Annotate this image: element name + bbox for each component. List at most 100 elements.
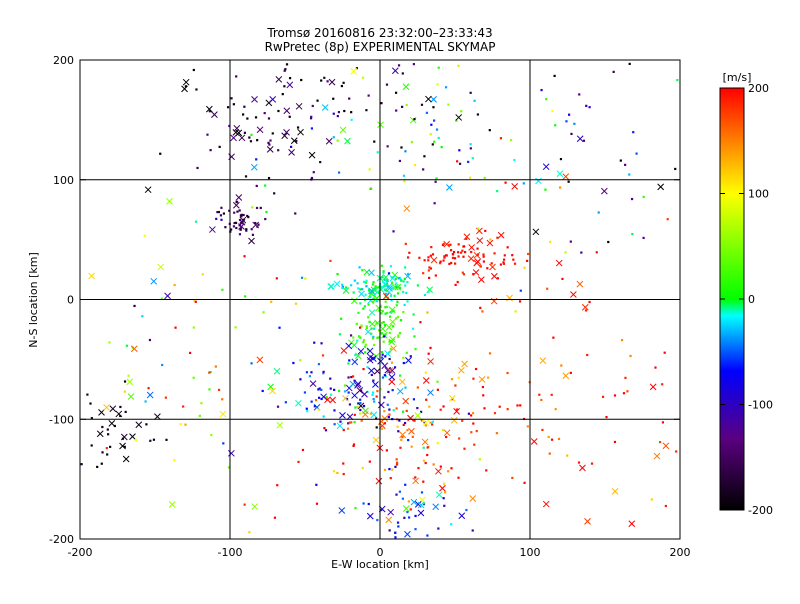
data-point-dot — [676, 78, 679, 82]
data-point-dot — [244, 295, 247, 298]
data-point-dot — [416, 386, 419, 389]
data-point-x-stroke — [570, 291, 577, 298]
data-point-x-stroke — [129, 433, 136, 441]
data-point-dot — [383, 324, 387, 327]
data-point-dot — [388, 351, 391, 354]
data-point-x-stroke — [290, 137, 298, 145]
data-point-dot — [410, 445, 413, 448]
data-point-dot — [255, 158, 258, 161]
data-point-dot — [352, 444, 355, 448]
data-point-dot — [392, 409, 395, 412]
data-point-x-stroke — [238, 223, 245, 230]
data-point-dot — [336, 471, 339, 475]
data-point-dot — [392, 325, 395, 328]
data-point-dot — [348, 97, 351, 100]
data-point-x-stroke — [653, 452, 661, 460]
data-point-x — [127, 393, 135, 400]
data-point-dot — [304, 277, 307, 280]
y-axis-title: N-S location [km] — [27, 252, 40, 348]
data-point-dot — [359, 302, 362, 305]
data-point-dot — [357, 311, 360, 314]
data-point-x — [584, 518, 591, 525]
colorbar-tick-label: -100 — [748, 399, 773, 412]
data-point-dot — [358, 326, 362, 329]
data-point-dot — [518, 300, 522, 303]
data-point-x-stroke — [399, 431, 406, 439]
data-point-dot — [329, 259, 332, 263]
data-point-x-stroke — [267, 383, 274, 391]
data-point-dot — [405, 351, 408, 354]
colorbar-tick-label: 0 — [748, 293, 755, 306]
data-point-dot — [437, 527, 440, 530]
data-point-dot — [372, 335, 375, 338]
data-point-x — [628, 520, 636, 528]
data-point-dot — [438, 262, 442, 265]
data-point-dot — [159, 152, 162, 155]
data-point-x — [389, 336, 396, 343]
data-point-dot — [425, 111, 428, 114]
data-point-dot — [481, 385, 485, 389]
data-point-dot — [664, 504, 667, 508]
y-tick-label: 0 — [67, 294, 74, 307]
data-point-dot — [382, 271, 385, 274]
data-point-dot — [449, 249, 453, 252]
data-point-dot — [569, 240, 572, 243]
data-point-x-stroke — [269, 95, 277, 103]
data-point-dot — [119, 405, 122, 409]
data-point-dot — [384, 278, 387, 282]
data-point-dot — [620, 339, 624, 342]
data-point-dot — [416, 407, 419, 410]
data-point-dot — [431, 143, 434, 146]
data-point-x — [422, 377, 430, 384]
data-point-x-stroke — [385, 516, 393, 524]
data-point-dot — [396, 292, 400, 295]
data-point-x — [399, 431, 406, 439]
data-point-x — [339, 412, 346, 419]
data-point-x — [414, 412, 422, 419]
data-point-dot — [397, 334, 400, 337]
data-point-x-stroke — [251, 96, 258, 103]
data-point-x — [384, 366, 392, 374]
data-point-x-stroke — [446, 184, 453, 191]
data-point-x-stroke — [530, 438, 538, 445]
data-point-x — [267, 383, 274, 391]
data-point-x — [372, 381, 379, 388]
data-point-x — [439, 484, 446, 492]
data-point-x — [408, 427, 415, 435]
data-point-dot — [354, 354, 357, 357]
data-point-dot — [219, 214, 223, 217]
data-point-dot — [405, 103, 408, 107]
data-point-dot — [243, 105, 246, 108]
data-point-x-stroke — [461, 360, 468, 368]
data-point-dot — [416, 284, 419, 287]
data-point-dot — [254, 221, 257, 225]
data-point-x — [530, 438, 538, 445]
data-point-x — [356, 387, 364, 394]
data-point-x — [119, 442, 126, 450]
data-point-x-stroke — [384, 366, 392, 374]
data-point-x-stroke — [103, 404, 110, 411]
data-point-dot — [300, 78, 303, 82]
data-point-dot — [433, 202, 436, 205]
data-point-x-stroke — [366, 512, 374, 520]
data-point-x-stroke — [396, 387, 404, 395]
data-point-x-stroke — [628, 520, 636, 528]
data-point-dot — [461, 419, 464, 422]
data-point-dot — [422, 459, 426, 462]
data-point-dot — [632, 131, 635, 134]
data-point-dot — [359, 288, 362, 291]
data-point-x — [385, 516, 393, 524]
data-point-dot — [377, 329, 381, 332]
data-point-dot — [359, 398, 362, 401]
data-point-x-stroke — [130, 345, 138, 353]
data-point-x-stroke — [115, 410, 123, 418]
data-point-x — [556, 170, 564, 178]
data-point-dot — [426, 446, 429, 449]
data-point-dot — [358, 335, 361, 338]
data-point-dot — [273, 516, 277, 519]
data-point-dot — [439, 408, 442, 411]
data-point-dot — [299, 378, 302, 381]
data-point-dot — [630, 197, 634, 201]
data-point-dot — [422, 480, 425, 483]
